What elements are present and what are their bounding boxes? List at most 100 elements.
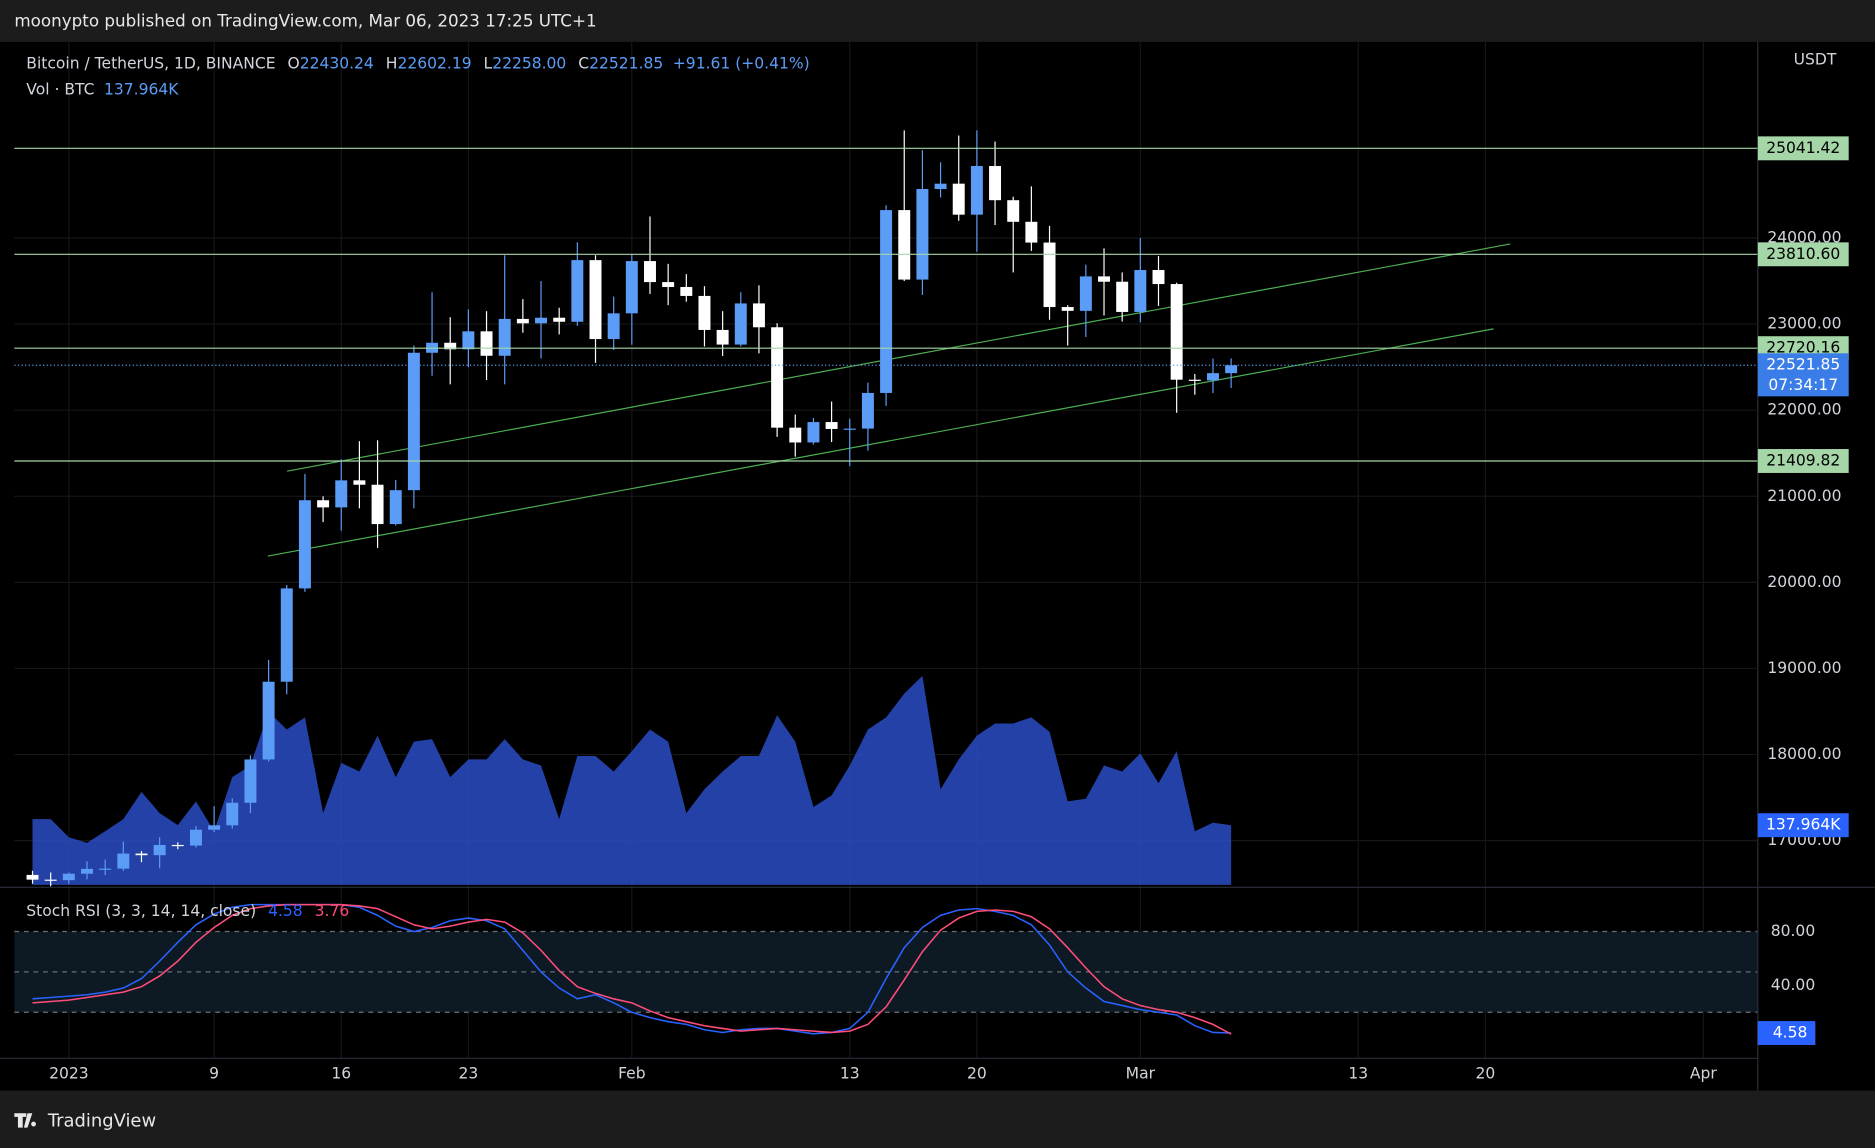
stoch-tick-label: 40.00 xyxy=(1771,976,1815,994)
countdown: 07:34:17 xyxy=(1768,376,1838,394)
ohlc-key: O xyxy=(287,54,299,72)
volume-title: Vol · BTC xyxy=(26,80,94,98)
candle-body xyxy=(1188,379,1201,381)
x-tick-label: Mar xyxy=(1126,1064,1156,1082)
candle-body xyxy=(807,422,820,443)
volume-label: 137.964K xyxy=(1766,816,1841,834)
level-label: 22720.16 xyxy=(1766,339,1840,357)
candle-body xyxy=(1116,281,1129,312)
candle-body xyxy=(317,500,330,508)
candle-body xyxy=(698,295,711,330)
candle-body xyxy=(571,260,584,322)
volume-value: 137.964K xyxy=(104,80,179,98)
bottom-bar xyxy=(0,1090,1875,1148)
candle-body xyxy=(644,261,656,283)
candle-body xyxy=(989,166,1002,201)
stoch-line xyxy=(32,903,1232,1035)
candle-body xyxy=(462,331,475,350)
axis-layer: 2023 9 16 23 Feb 13 20 Mar 13 20 Apr17000.0018000.… xyxy=(49,136,1849,1082)
y-tick-label: 23000.00 xyxy=(1767,315,1841,333)
x-tick-label: 9 xyxy=(209,1064,219,1082)
y-tick-label: 19000.00 xyxy=(1767,659,1841,677)
candle-body xyxy=(1007,200,1020,222)
candle-body xyxy=(1152,270,1165,285)
candle-body xyxy=(625,261,638,314)
candle-body xyxy=(1079,276,1092,311)
candle-body xyxy=(371,484,384,525)
candle-body xyxy=(1098,276,1110,282)
stoch-tick-label: 80.00 xyxy=(1771,922,1815,940)
stoch-value: 3.76 xyxy=(315,902,350,920)
price-label: 22521.85 xyxy=(1766,356,1840,374)
candle-body xyxy=(153,844,166,856)
volume-area xyxy=(32,675,1232,885)
trendline xyxy=(267,328,1494,557)
front-layer xyxy=(14,130,1758,1035)
candle-body xyxy=(662,282,675,287)
candle-body xyxy=(970,166,983,215)
publisher: moonypto published on TradingView.com, M… xyxy=(14,11,596,31)
y-tick-label: 18000.00 xyxy=(1767,745,1841,763)
candle-body xyxy=(62,873,75,881)
x-tick-label: 2023 xyxy=(49,1064,89,1082)
candle-body xyxy=(734,303,747,345)
x-tick-label: 23 xyxy=(458,1064,478,1082)
candle-body xyxy=(1134,270,1147,312)
candle-body xyxy=(189,829,202,846)
x-tick-label: Apr xyxy=(1690,1064,1717,1082)
candle-body xyxy=(916,189,929,280)
candle-body xyxy=(789,427,802,443)
candle-body xyxy=(825,422,838,429)
y-tick-label: 21000.00 xyxy=(1767,487,1841,505)
brand: TradingView xyxy=(47,1111,156,1132)
candle-body xyxy=(898,210,911,280)
candle-body xyxy=(298,500,311,589)
candle-body xyxy=(607,313,620,340)
candle-body xyxy=(335,480,348,508)
level-label: 21409.82 xyxy=(1766,451,1840,469)
candle-body xyxy=(1043,242,1056,308)
candle-body xyxy=(99,868,112,870)
stoch-title: Stoch RSI (3, 3, 14, 14, close) xyxy=(26,902,256,920)
y-tick-label: 20000.00 xyxy=(1767,573,1841,591)
candle-body xyxy=(516,318,529,324)
candle-body xyxy=(535,317,547,324)
candle-body xyxy=(1170,284,1183,380)
candle-body xyxy=(226,802,239,826)
candle-body xyxy=(244,759,257,803)
candle-body xyxy=(171,844,184,847)
drawings xyxy=(267,243,1511,557)
stoch-value: 4.58 xyxy=(268,902,303,920)
stoch-legend: Stoch RSI (3, 3, 14, 14, close) 4.58 3.76 xyxy=(26,902,349,920)
level-badge xyxy=(1757,242,1849,267)
x-tick-label: 20 xyxy=(1476,1064,1496,1082)
volume-layer xyxy=(32,675,1232,885)
volume-badge xyxy=(1757,813,1849,838)
stoch-badge-k xyxy=(1757,1021,1816,1045)
level-label: 23810.60 xyxy=(1766,245,1840,263)
ohlc-key: H xyxy=(386,54,398,72)
back-layer xyxy=(14,41,1758,1059)
candle-body xyxy=(1225,365,1238,374)
ohlc-value: 22521.85 xyxy=(589,54,663,72)
candle-body xyxy=(861,392,874,429)
change: +91.61 (+0.41%) xyxy=(673,54,810,72)
candle-body xyxy=(208,825,221,830)
candle-body xyxy=(389,490,402,525)
candle-body xyxy=(589,260,602,340)
legend: Bitcoin / TetherUS, 1D, BINANCE O22430.24… xyxy=(26,54,809,72)
candle-body xyxy=(262,681,275,760)
y-tick-label: 22000.00 xyxy=(1767,401,1841,419)
candle-body xyxy=(680,286,693,296)
candle-body xyxy=(771,327,784,428)
ohlc-key: L xyxy=(484,54,493,72)
candle-body xyxy=(553,317,566,322)
level-badge xyxy=(1757,449,1849,473)
price-badge xyxy=(1757,353,1849,397)
candle-body xyxy=(1025,221,1038,243)
x-tick-label: 13 xyxy=(1348,1064,1368,1082)
candle-body xyxy=(716,329,729,345)
currency: USDT xyxy=(1794,50,1837,68)
symbol: Bitcoin / TetherUS, 1D, BINANCE xyxy=(26,54,275,72)
